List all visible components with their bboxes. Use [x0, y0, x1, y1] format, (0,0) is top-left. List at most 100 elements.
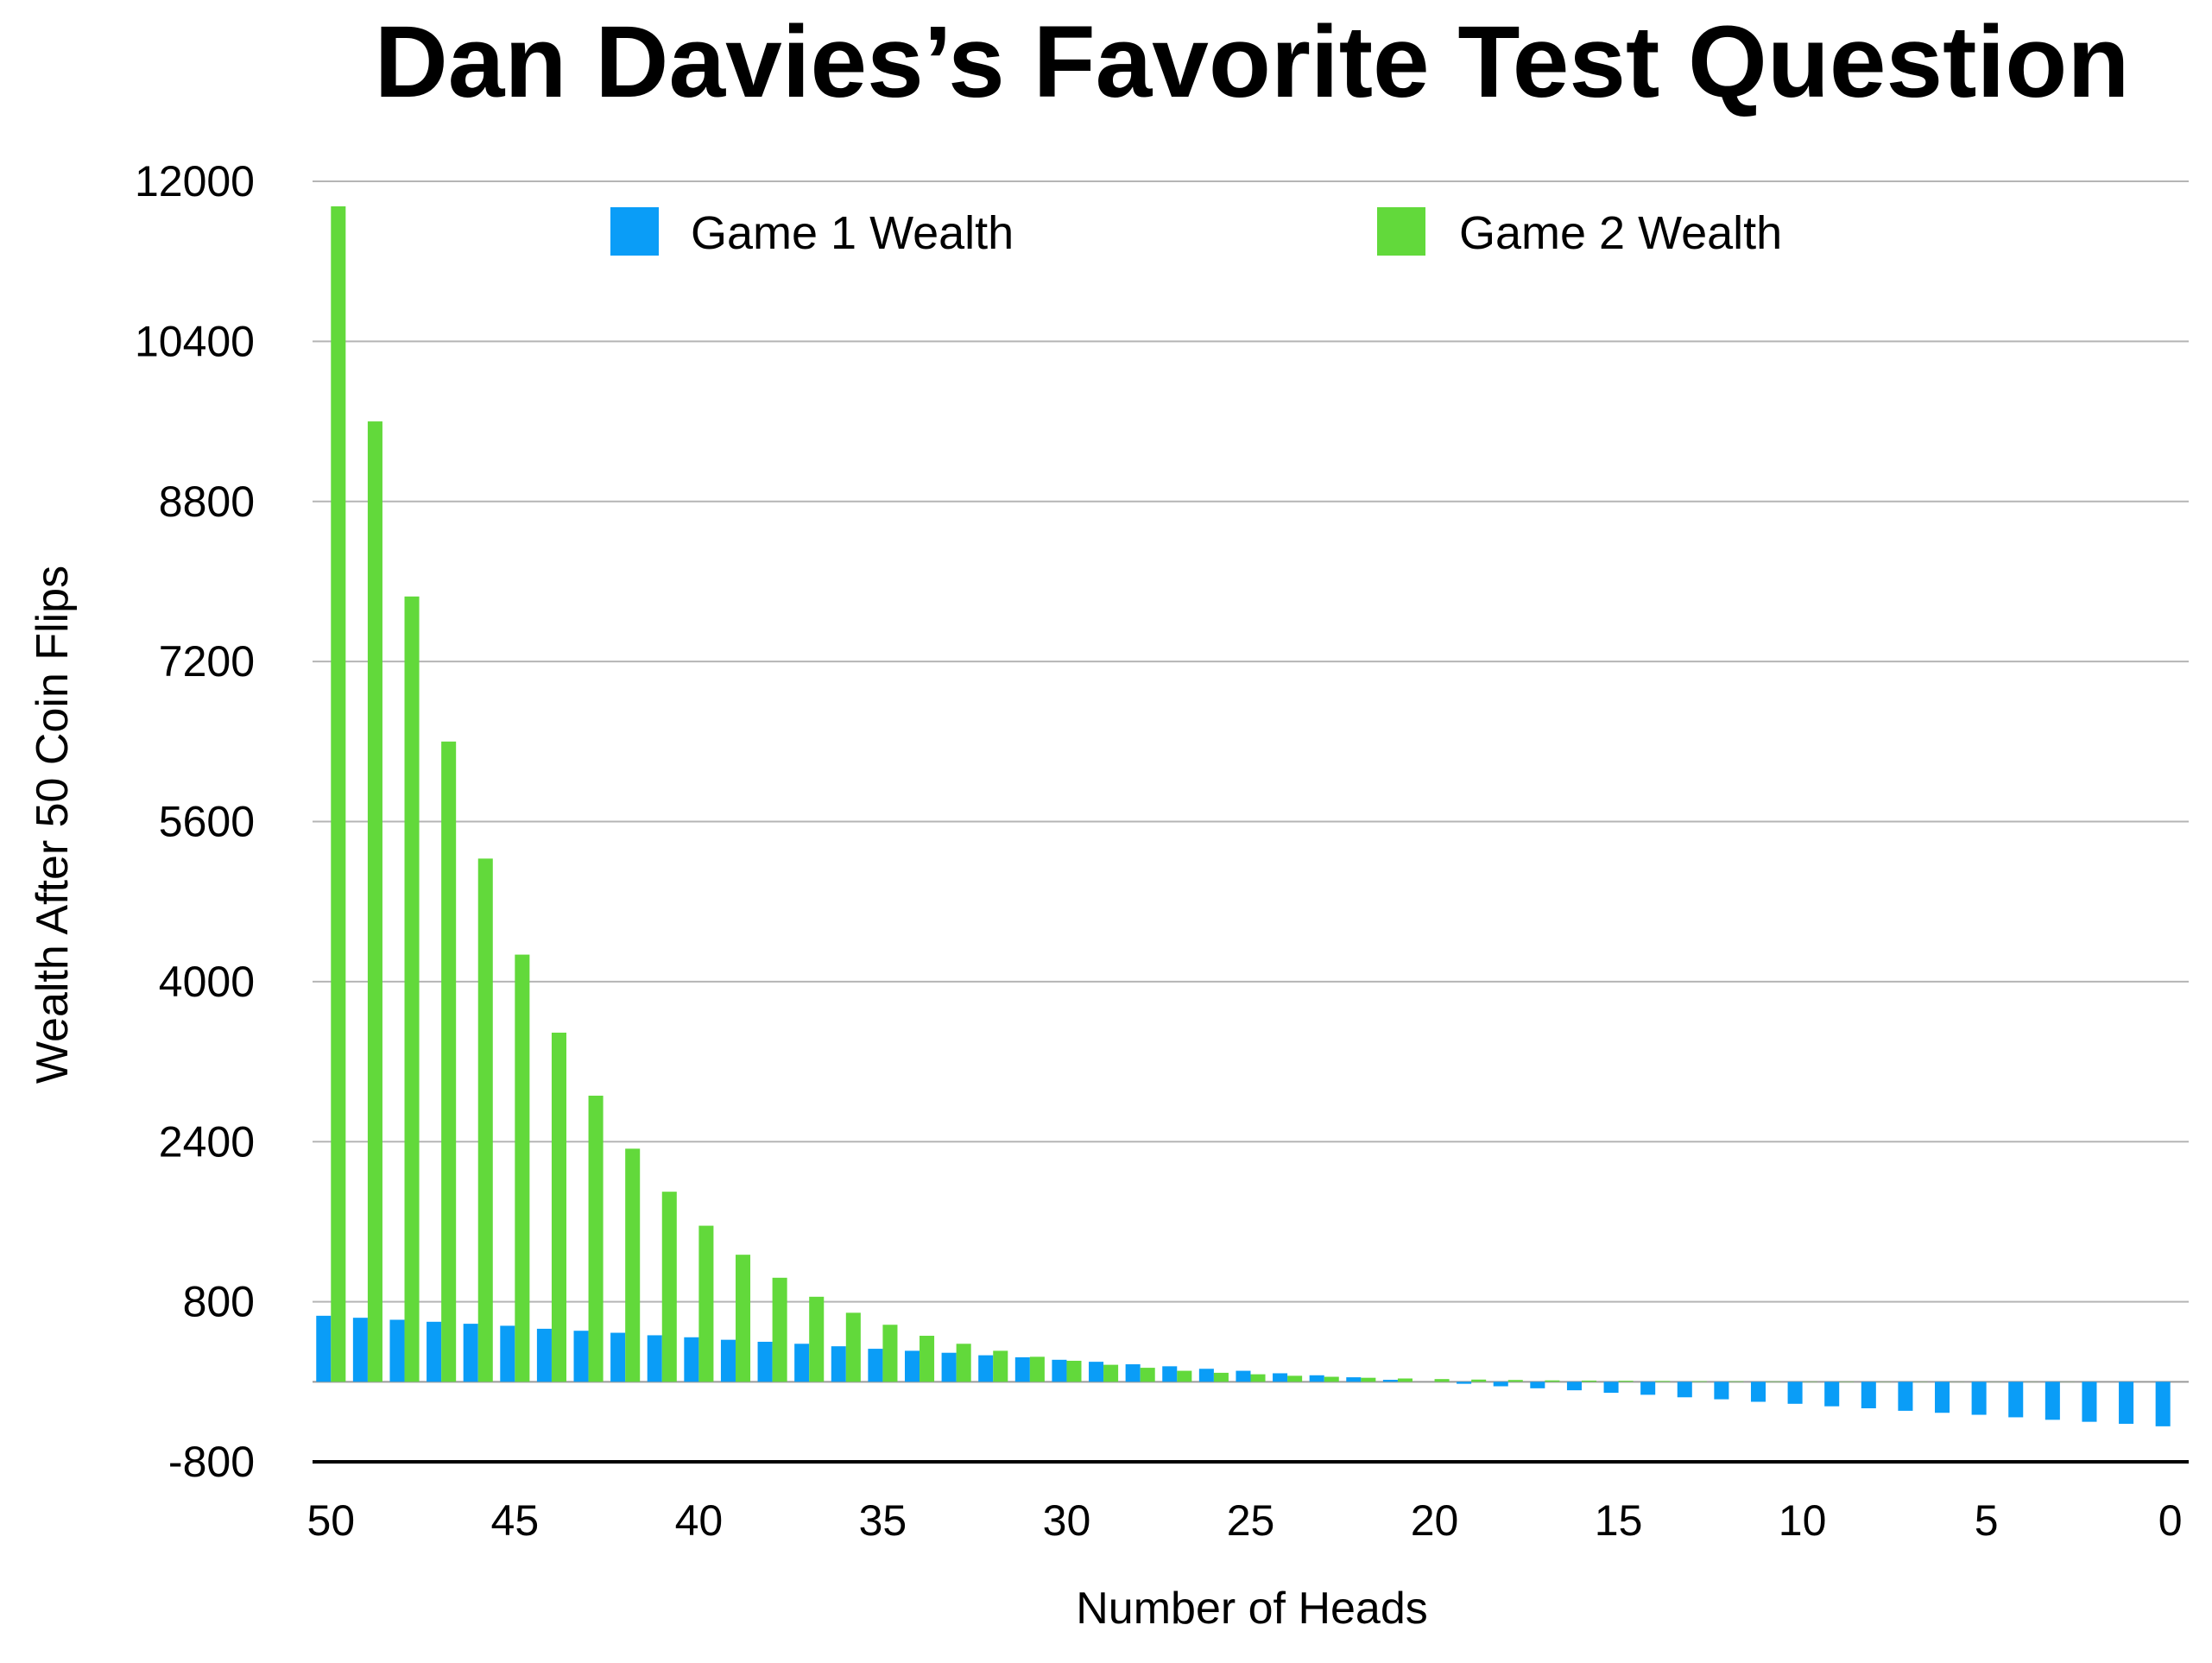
bar-game-1-heads-29: [1089, 1362, 1104, 1382]
bar-game-1-heads-18: [1493, 1382, 1508, 1387]
bar-game-2-heads-43: [588, 1095, 604, 1382]
legend-swatch-game-1: [610, 207, 659, 256]
x-tick-labels: 50 45 40 35 30 25 20 15 10 5 0: [307, 1496, 2182, 1545]
bar-game-1-heads-11: [1750, 1382, 1766, 1402]
bar-game-2-heads-50: [331, 206, 346, 1382]
bar-game-2-heads-15: [1618, 1381, 1634, 1382]
bar-game-1-heads-41: [647, 1335, 662, 1382]
x-tick-label-5: 5: [1975, 1496, 1999, 1545]
bar-game-1-heads-49: [352, 1318, 368, 1382]
y-tick-label-2400: 2400: [159, 1117, 255, 1166]
bar-game-1-heads-28: [1125, 1364, 1141, 1382]
y-tick-label-12000: 12000: [135, 157, 255, 206]
bar-game-2-heads-25: [1250, 1374, 1266, 1382]
bar-game-2-heads-22: [1361, 1377, 1376, 1382]
bar-game-1-heads-2: [2082, 1382, 2097, 1422]
bar-game-1-heads-46: [463, 1324, 478, 1382]
bar-game-1-heads-13: [1677, 1382, 1692, 1398]
x-tick-label-25: 25: [1227, 1496, 1275, 1545]
x-tick-label-50: 50: [307, 1496, 355, 1545]
bar-game-1-heads-24: [1273, 1373, 1288, 1382]
bar-game-1-heads-38: [757, 1341, 773, 1382]
bar-game-1-heads-7: [1898, 1382, 1913, 1411]
bar-game-2-heads-39: [735, 1255, 751, 1382]
y-tick-label-10400: 10400: [135, 317, 255, 365]
bar-game-1-heads-37: [794, 1344, 810, 1382]
bar-game-2-heads-35: [882, 1325, 898, 1382]
bars: [316, 206, 2185, 1426]
bar-game-2-heads-45: [515, 954, 530, 1382]
bar-game-2-heads-37: [809, 1296, 825, 1382]
y-tick-label-8800: 8800: [159, 477, 255, 526]
bar-game-1-heads-14: [1640, 1382, 1656, 1395]
x-tick-label-45: 45: [491, 1496, 540, 1545]
bar-game-1-heads-27: [1162, 1366, 1178, 1382]
bar-game-1-heads-32: [978, 1355, 994, 1382]
bar-game-2-heads-47: [441, 741, 457, 1382]
bar-game-2-heads-32: [993, 1350, 1008, 1382]
y-tick-label-7200: 7200: [159, 637, 255, 686]
bar-game-1-heads-15: [1603, 1382, 1619, 1394]
bar-game-2-heads-14: [1655, 1381, 1671, 1382]
bar-game-1-heads-17: [1530, 1382, 1545, 1388]
bar-game-1-heads-19: [1457, 1382, 1472, 1384]
bar-game-1-heads-4: [2008, 1382, 2024, 1418]
bar-game-1-heads-35: [868, 1349, 883, 1382]
y-tick-label-800: 800: [183, 1278, 255, 1326]
legend: Game 1 Wealth Game 2 Wealth: [610, 207, 1782, 259]
bar-game-1-heads-8: [1861, 1382, 1876, 1409]
bar-game-1-heads-50: [316, 1315, 332, 1382]
bar-game-1-heads-34: [904, 1350, 920, 1382]
y-axis-title: Wealth After 50 Coin Flips: [28, 566, 78, 1084]
x-tick-label-40: 40: [675, 1496, 724, 1545]
bar-game-1-heads-12: [1714, 1382, 1729, 1400]
y-tick-label--800: -800: [168, 1438, 255, 1486]
bar-game-2-heads-27: [1177, 1370, 1192, 1382]
bar-game-1-heads-48: [389, 1319, 405, 1382]
y-tick-labels: -800 800 2400 4000 5600 7200 8800 10400 12000: [135, 157, 255, 1486]
bar-game-2-heads-21: [1397, 1378, 1413, 1382]
bar-game-1-heads-21: [1382, 1380, 1398, 1382]
bar-game-1-heads-6: [1935, 1382, 1950, 1413]
bar-game-1-heads-0: [2155, 1382, 2171, 1426]
bar-game-2-heads-33: [956, 1344, 971, 1382]
bar-game-2-heads-16: [1581, 1380, 1597, 1382]
bar-game-2-heads-48: [404, 596, 420, 1382]
bar-game-1-heads-10: [1787, 1382, 1803, 1404]
bar-game-1-heads-3: [2045, 1382, 2060, 1420]
x-tick-label-30: 30: [1043, 1496, 1091, 1545]
bar-game-2-heads-29: [1103, 1364, 1119, 1382]
bar-game-2-heads-28: [1140, 1368, 1155, 1382]
bar-game-1-heads-42: [610, 1332, 626, 1382]
gridlines: [313, 180, 2189, 1383]
bar-game-2-heads-34: [920, 1336, 935, 1382]
x-tick-label-20: 20: [1411, 1496, 1459, 1545]
bar-game-2-heads-17: [1545, 1380, 1560, 1382]
bar-game-1-heads-47: [427, 1321, 442, 1382]
bar-game-2-heads-36: [845, 1312, 861, 1382]
y-tick-label-5600: 5600: [159, 798, 255, 846]
legend-label-game-2: Game 2 Wealth: [1459, 207, 1782, 259]
y-tick-label-4000: 4000: [159, 958, 255, 1006]
bar-game-1-heads-39: [720, 1339, 736, 1382]
bar-game-1-heads-44: [536, 1328, 552, 1382]
bar-game-2-heads-44: [551, 1032, 566, 1382]
bar-game-2-heads-46: [477, 858, 493, 1382]
bar-game-2-heads-31: [1029, 1356, 1045, 1382]
bar-game-1-heads-16: [1566, 1382, 1582, 1391]
bar-game-1-heads-25: [1236, 1370, 1251, 1382]
legend-swatch-game-2: [1377, 207, 1425, 256]
legend-item-game-1: Game 1 Wealth: [610, 207, 1014, 259]
bar-game-1-heads-26: [1198, 1369, 1214, 1382]
bar-game-2-heads-19: [1471, 1379, 1487, 1382]
bar-game-2-heads-49: [367, 421, 382, 1382]
legend-label-game-1: Game 1 Wealth: [691, 207, 1014, 259]
bar-game-1-heads-33: [941, 1352, 957, 1382]
legend-item-game-2: Game 2 Wealth: [1377, 207, 1782, 259]
bar-game-2-heads-41: [661, 1192, 677, 1382]
bar-game-1-heads-43: [573, 1331, 589, 1382]
bar-game-2-heads-20: [1434, 1379, 1450, 1382]
bar-game-1-heads-23: [1309, 1375, 1324, 1382]
x-tick-label-15: 15: [1595, 1496, 1643, 1545]
